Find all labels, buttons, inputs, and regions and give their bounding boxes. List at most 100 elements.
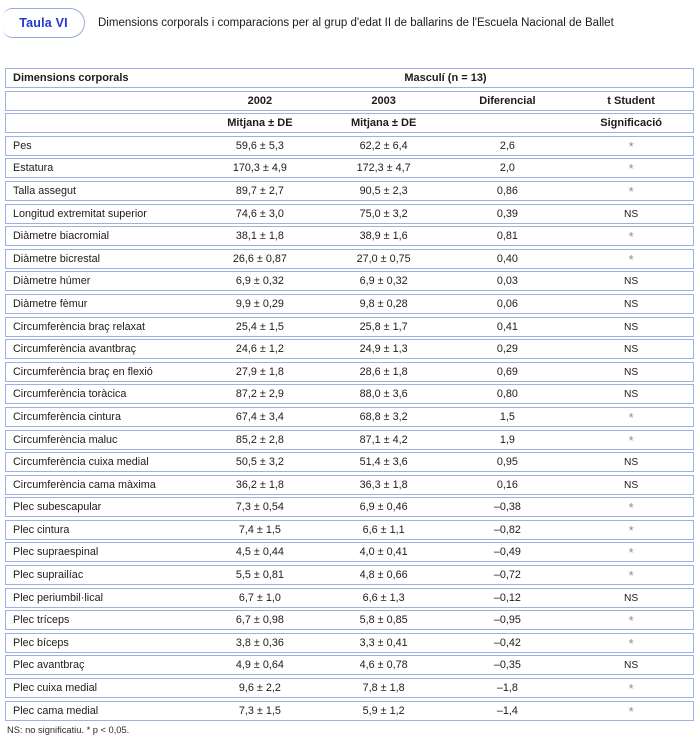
value-2003: 4,0 ± 0,41 — [359, 546, 408, 559]
value-significacio: NS — [569, 366, 693, 378]
table-caption-bar: Taula VI Dimensions corporals i comparac… — [0, 0, 699, 38]
significance-asterisk: * — [628, 183, 634, 199]
table-row: Plec periumbil·lical 6,7 ± 1,0 6,6 ± 1,3 –0… — [5, 587, 694, 608]
value-2002: 38,1 ± 1,8 — [235, 230, 284, 243]
table-row: Plec tríceps 6,7 ± 0,98 5,8 ± 0,85 –0,95 * — [5, 610, 694, 631]
significance-asterisk: * — [628, 703, 634, 719]
value-2003: 6,9 ± 0,32 — [359, 275, 408, 288]
value-2002: 67,4 ± 3,4 — [235, 410, 284, 423]
value-2003: 36,3 ± 1,8 — [359, 478, 408, 491]
significance-ns: NS — [624, 366, 639, 378]
significance-ns: NS — [624, 660, 639, 672]
value-2002: 6,7 ± 1,0 — [238, 591, 281, 604]
column-header-dimensions: Dimensions corporals — [13, 72, 129, 84]
value-2002: 59,6 ± 5,3 — [235, 139, 284, 152]
value-2003: 6,6 ± 1,3 — [362, 591, 405, 604]
value-2003: 9,8 ± 0,28 — [359, 297, 408, 310]
row-label: Circumferència maluc — [13, 433, 118, 446]
subheader-mitjana-2002: Mitjana ± DE — [227, 117, 293, 130]
row-label: Plec suprailíac — [13, 569, 84, 582]
significance-asterisk: * — [628, 161, 634, 177]
significance-ns: NS — [624, 208, 639, 220]
value-2002: 5,5 ± 0,81 — [235, 569, 284, 582]
table-row: Circumferència braç en flexió 27,9 ± 1,8 2… — [5, 361, 694, 382]
value-2003: 62,2 ± 6,4 — [359, 139, 408, 152]
row-label: Plec cama medial — [13, 704, 99, 717]
value-2002: 25,4 ± 1,5 — [235, 320, 284, 333]
value-diferencial: 0,16 — [496, 478, 518, 491]
value-diferencial: –0,82 — [493, 523, 521, 536]
value-2003: 88,0 ± 3,6 — [359, 388, 408, 401]
value-diferencial: 0,03 — [496, 275, 518, 288]
significance-asterisk: * — [628, 568, 634, 584]
row-label: Diàmetre fèmur — [13, 297, 88, 310]
significance-ns: NS — [624, 479, 639, 491]
value-2003: 4,8 ± 0,66 — [359, 569, 408, 582]
table-row: Circumferència toràcica 87,2 ± 2,9 88,0 ± … — [5, 384, 694, 405]
row-label: Circumferència avantbraç — [13, 343, 137, 356]
value-significacio: NS — [569, 298, 693, 310]
table-row: Plec supraespinal 4,5 ± 0,44 4,0 ± 0,41 –0,… — [5, 542, 694, 563]
value-2003: 6,6 ± 1,1 — [362, 523, 405, 536]
value-significacio: * — [569, 522, 693, 538]
value-significacio: * — [569, 545, 693, 561]
row-label: Circumferència cama màxima — [13, 478, 156, 491]
significance-ns: NS — [624, 344, 639, 356]
significance-asterisk: * — [628, 500, 634, 516]
row-label: Talla assegut — [13, 184, 77, 197]
value-2002: 27,9 ± 1,8 — [235, 365, 284, 378]
value-2002: 6,9 ± 0,32 — [235, 275, 284, 288]
table-row: Diàmetre húmer 6,9 ± 0,32 6,9 ± 0,32 0,03 NS — [5, 271, 694, 292]
value-2003: 6,9 ± 0,46 — [359, 501, 408, 514]
value-2003: 172,3 ± 4,7 — [356, 162, 411, 175]
value-significacio: * — [569, 637, 693, 650]
row-label: Diàmetre húmer — [13, 275, 91, 288]
value-2003: 68,8 ± 3,2 — [359, 410, 408, 423]
row-label: Diàmetre bicrestal — [13, 252, 101, 265]
table-row: Plec cama medial 7,3 ± 1,5 5,9 ± 1,2 –1,4 * — [5, 700, 694, 721]
value-2003: 5,8 ± 0,85 — [359, 614, 408, 627]
table-row: Diàmetre fèmur 9,9 ± 0,29 9,8 ± 0,28 0,06 NS — [5, 293, 694, 314]
row-label: Plec cuixa medial — [13, 682, 98, 695]
value-2003: 4,6 ± 0,78 — [359, 659, 408, 672]
significance-asterisk: * — [628, 409, 634, 425]
value-2002: 4,5 ± 0,44 — [235, 546, 284, 559]
value-2003: 7,8 ± 1,8 — [362, 682, 405, 695]
value-diferencial: 0,06 — [496, 297, 518, 310]
significance-ns: NS — [624, 298, 639, 310]
value-diferencial: 0,95 — [496, 456, 518, 469]
table-title: Dimensions corporals i comparacions per … — [98, 17, 614, 29]
table-row: Longitud extremitat superior 74,6 ± 3,0 75… — [5, 203, 694, 224]
value-diferencial: –0,42 — [493, 636, 521, 649]
row-label: Plec subescapular — [13, 501, 102, 514]
value-2003: 27,0 ± 0,75 — [356, 252, 411, 265]
row-label: Plec tríceps — [13, 614, 70, 627]
value-significacio: * — [569, 230, 693, 243]
significance-asterisk: * — [628, 545, 634, 561]
value-2002: 24,6 ± 1,2 — [235, 343, 284, 356]
significance-asterisk: * — [628, 522, 634, 538]
table-header-row-years: 2002 2003 Diferencial t Student — [5, 90, 694, 111]
value-significacio: NS — [569, 479, 693, 491]
significance-asterisk: * — [628, 432, 634, 448]
row-label: Plec cintura — [13, 523, 70, 536]
value-diferencial: –0,35 — [493, 659, 521, 672]
value-2002: 50,5 ± 3,2 — [235, 456, 284, 469]
value-diferencial: 0,41 — [496, 320, 518, 333]
row-label: Plec periumbil·lical — [13, 591, 104, 604]
significance-asterisk: * — [628, 138, 634, 154]
table-row: Circumferència cintura 67,4 ± 3,4 68,8 ± 3… — [5, 406, 694, 427]
row-label: Longitud extremitat superior — [13, 207, 147, 220]
value-2003: 75,0 ± 3,2 — [359, 207, 408, 220]
value-significacio: * — [569, 183, 693, 199]
row-label: Pes — [13, 139, 32, 152]
value-significacio: * — [569, 432, 693, 448]
table-row: Talla assegut 89,7 ± 2,7 90,5 ± 2,3 0,86 * — [5, 180, 694, 201]
value-diferencial: 0,40 — [496, 252, 518, 265]
row-label: Plec supraespinal — [13, 546, 99, 559]
value-2002: 9,9 ± 0,29 — [235, 297, 284, 310]
significance-ns: NS — [624, 457, 639, 469]
table-row: Pes 59,6 ± 5,3 62,2 ± 6,4 2,6 * — [5, 135, 694, 156]
significance-asterisk: * — [628, 681, 634, 697]
